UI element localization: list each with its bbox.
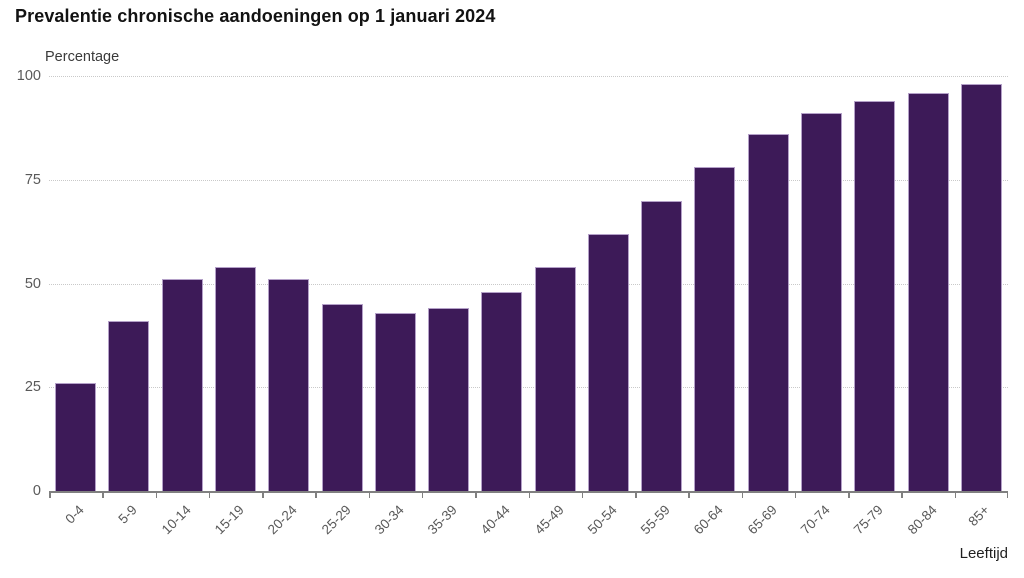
x-tick [49, 493, 51, 498]
x-tick-label: 75-79 [851, 502, 887, 538]
x-tick [102, 493, 104, 498]
x-tick [741, 493, 744, 498]
bar-45-49 [534, 266, 576, 491]
x-axis-title: Leeftijd [959, 545, 1008, 562]
x-tick-label: 45-49 [531, 502, 567, 538]
plot-area: 0-4 5-9 10-14 15-19 20-24 25-29 30-34 35-39 40-4… [49, 76, 1008, 537]
bar-30-34 [374, 312, 416, 491]
y-tick-label: 100 [16, 68, 41, 84]
bar-70-74 [801, 113, 843, 491]
x-tick [901, 493, 903, 498]
x-tick-label: 40-44 [478, 502, 514, 538]
y-tick-label: 25 [24, 379, 41, 396]
chart-title: Prevalentie chronische aandoeningen op 1… [15, 6, 496, 26]
bar-0-4 [55, 383, 97, 491]
x-tick-label: 65-69 [744, 502, 780, 538]
x-tick-label: 80-84 [904, 502, 940, 538]
bar-10-14 [161, 279, 203, 491]
bars [49, 76, 1008, 491]
bar-75-79 [854, 100, 896, 491]
bar-25-29 [321, 304, 363, 491]
x-tick-label: 85+ [965, 502, 993, 530]
x-tick [688, 493, 690, 498]
x-tick [794, 493, 797, 498]
bar-35-39 [428, 308, 470, 491]
x-tick [208, 493, 211, 498]
gridline [49, 387, 1008, 389]
x-tick [635, 493, 637, 498]
x-tick-label: 20-24 [265, 502, 301, 538]
x-tick-label: 0-4 [62, 502, 87, 527]
x-tick [368, 493, 371, 498]
x-tick [528, 493, 530, 498]
x-tick [954, 493, 957, 498]
gridline [49, 283, 1008, 285]
x-tick-label: 25-29 [318, 502, 354, 538]
x-tick-label: 50-54 [584, 502, 620, 538]
x-tick-label: 5-9 [115, 502, 141, 527]
x-tick-label: 30-34 [371, 502, 407, 538]
x-tick-label: 55-59 [637, 502, 674, 538]
x-tick-label: 60-64 [691, 502, 727, 538]
x-tick-label: 10-14 [158, 502, 194, 538]
bar-65-69 [747, 134, 789, 491]
y-tick-label: 75 [24, 171, 41, 188]
y-tick-label: 0 [32, 483, 41, 499]
bar-20-24 [268, 279, 310, 491]
x-tick [155, 493, 158, 498]
bar-85+ [960, 84, 1002, 491]
x-tick [1006, 493, 1008, 498]
y-tick-label: 50 [24, 275, 41, 292]
gridline [49, 76, 1008, 77]
x-axis-line [49, 491, 1008, 493]
bar-5-9 [108, 320, 150, 491]
bar-55-59 [641, 200, 683, 491]
x-tick-label: 15-19 [211, 502, 247, 538]
gridline [49, 179, 1008, 181]
x-tick [262, 493, 264, 498]
bar-15-19 [214, 266, 256, 491]
y-axis-title: Percentage [45, 49, 120, 65]
x-tick-label: 35-39 [424, 502, 460, 538]
bar-50-54 [587, 233, 629, 491]
x-tick [848, 493, 850, 498]
bar-80-84 [907, 92, 949, 491]
x-tick [421, 493, 424, 498]
y-axis-tick-labels: 0 25 50 75 100 [0, 68, 41, 499]
x-tick [581, 493, 584, 498]
x-tick [315, 493, 317, 498]
bar-40-44 [481, 291, 523, 491]
x-tick [475, 493, 477, 498]
x-tick-label: 70-74 [797, 502, 833, 538]
bar-60-64 [694, 167, 736, 491]
